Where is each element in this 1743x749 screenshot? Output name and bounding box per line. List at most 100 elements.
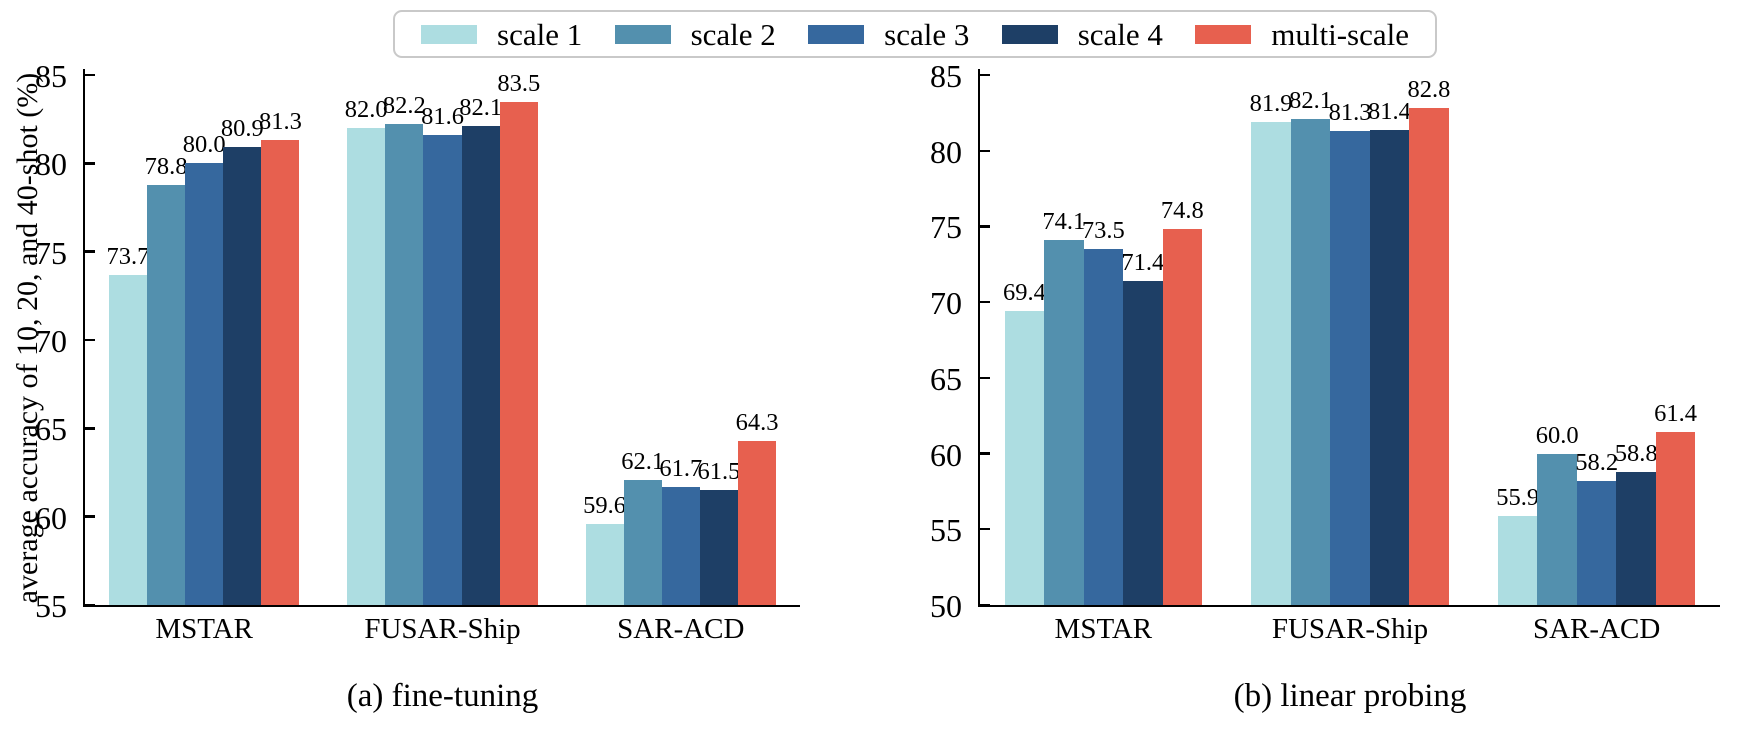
y-tick xyxy=(85,73,95,77)
bar-value-label: 71.4 xyxy=(1121,248,1165,276)
x-axis xyxy=(977,605,1720,608)
bar-scale-1-MSTAR xyxy=(108,274,147,605)
bar-scale-3-SAR-ACD xyxy=(661,486,700,605)
bar-value-label: 81.6 xyxy=(421,103,464,131)
bar-value-label: 78.8 xyxy=(144,152,188,180)
bar-scale-1-MSTAR xyxy=(1004,311,1045,605)
y-tick-label: 50 xyxy=(930,588,962,624)
y-tick-label: 70 xyxy=(930,285,962,322)
bar-value-label: 82.1 xyxy=(1289,86,1332,114)
bar-scale-2-SAR-ACD xyxy=(1537,453,1577,605)
bar-value-label: 73.5 xyxy=(1081,217,1125,245)
bar-multi-scale-SAR-ACD xyxy=(738,440,777,605)
bar-scale-1-FUSAR-Ship xyxy=(1251,121,1291,605)
bar-scale-3-SAR-ACD xyxy=(1576,480,1617,605)
y-tick xyxy=(85,603,95,607)
y-axis xyxy=(82,69,85,608)
y-axis xyxy=(977,69,980,608)
bar-value-label: 62.1 xyxy=(621,447,665,475)
y-tick-label: 55 xyxy=(35,588,67,624)
bar-value-label: 81.3 xyxy=(1328,99,1372,127)
y-tick xyxy=(980,300,990,304)
bar-value-label: 58.2 xyxy=(1575,448,1619,476)
y-tick xyxy=(980,225,990,228)
panel-caption: (a) fine-tuning xyxy=(346,678,539,714)
legend-swatch-icon xyxy=(421,24,477,44)
bar-value-label: 59.6 xyxy=(583,491,626,519)
bar-value-label: 58.8 xyxy=(1614,439,1658,467)
bar-scale-2-MSTAR xyxy=(146,184,186,605)
panel-caption: (b) linear probing xyxy=(1233,678,1467,714)
legend-swatch-icon xyxy=(614,24,671,44)
bar-value-label: 61.5 xyxy=(697,458,741,486)
legend-label: scale 4 xyxy=(1077,16,1163,52)
legend-item: scale 3 xyxy=(808,19,969,50)
bar-multi-scale-FUSAR-Ship xyxy=(1409,108,1449,605)
bar-value-label: 61.4 xyxy=(1654,400,1698,428)
bar-value-label: 81.9 xyxy=(1249,89,1293,117)
y-tick xyxy=(85,427,95,430)
bar-scale-4-FUSAR-Ship xyxy=(1369,129,1410,605)
y-tick-label: 55 xyxy=(930,512,962,549)
bar-scale-4-MSTAR xyxy=(223,147,262,605)
legend-label: scale 2 xyxy=(690,16,776,52)
bar-scale-2-MSTAR xyxy=(1044,240,1084,605)
bar-value-label: 74.8 xyxy=(1160,197,1204,225)
bar-scale-4-MSTAR xyxy=(1123,280,1163,605)
bar-value-label: 60.0 xyxy=(1535,421,1579,449)
bar-scale-4-FUSAR-Ship xyxy=(461,126,500,605)
bar-scale-2-SAR-ACD xyxy=(623,479,662,605)
bar-multi-scale-MSTAR xyxy=(1162,229,1202,605)
y-tick-label: 75 xyxy=(930,209,962,246)
x-tick-label: FUSAR-Ship xyxy=(364,613,521,645)
bar-multi-scale-SAR-ACD xyxy=(1655,432,1696,605)
bar-value-label: 82.1 xyxy=(459,94,503,122)
y-tick xyxy=(980,452,990,455)
bar-value-label: 83.5 xyxy=(497,69,541,97)
legend-label: scale 3 xyxy=(884,16,970,52)
legend-item: scale 2 xyxy=(614,16,776,52)
y-tick xyxy=(980,528,990,531)
chart-panel-a: 55 60 65 70 75 80 85 MSTAR 73.7 78.8 80.0 80.9 81.3 F… xyxy=(35,60,800,644)
bar-scale-2-FUSAR-Ship xyxy=(1290,118,1331,605)
x-tick-label: SAR-ACD xyxy=(617,613,745,645)
bar-value-label: 64.3 xyxy=(735,408,779,436)
bar-value-label: 61.7 xyxy=(659,454,703,482)
bar-multi-scale-MSTAR xyxy=(261,140,300,605)
bar-value-label: 74.1 xyxy=(1042,208,1086,236)
y-tick-label: 70 xyxy=(35,323,67,359)
y-tick-label: 65 xyxy=(35,411,67,448)
bar-value-label: 82.2 xyxy=(382,92,426,120)
bar-value-label: 73.7 xyxy=(106,242,150,270)
legend-swatch-icon xyxy=(1001,24,1058,44)
bar-value-label: 80.9 xyxy=(220,115,264,143)
y-tick-label: 65 xyxy=(930,360,962,397)
y-axis-title: average accuracy of 10, 20, and 40-shot … xyxy=(11,72,44,604)
legend-item: scale 4 xyxy=(1001,16,1163,52)
legend-item: scale 1 xyxy=(421,19,582,50)
y-tick-label: 85 xyxy=(35,58,67,94)
bar-scale-4-SAR-ACD xyxy=(1616,471,1656,605)
bar-scale-3-MSTAR xyxy=(1083,249,1124,605)
bar-scale-1-SAR-ACD xyxy=(1498,515,1538,605)
y-tick-label: 60 xyxy=(35,499,67,536)
x-tick-label: FUSAR-Ship xyxy=(1271,613,1429,645)
y-tick xyxy=(85,162,95,165)
legend-label: scale 1 xyxy=(497,16,583,52)
bar-value-label: 81.4 xyxy=(1368,97,1411,125)
legend: scale 1 scale 2 scale 3 scale 4 multi-scale xyxy=(393,10,1437,58)
bar-scale-1-FUSAR-Ship xyxy=(347,128,386,605)
x-tick-label: SAR-ACD xyxy=(1533,613,1661,645)
bar-value-label: 81.3 xyxy=(258,108,302,136)
bar-scale-3-MSTAR xyxy=(185,163,224,605)
bar-value-label: 80.0 xyxy=(182,131,226,159)
x-axis xyxy=(82,605,800,608)
y-tick xyxy=(85,515,95,518)
bar-scale-2-FUSAR-Ship xyxy=(385,124,424,605)
x-tick-label: MSTAR xyxy=(155,613,253,645)
y-tick-label: 85 xyxy=(930,58,962,94)
bar-scale-3-FUSAR-Ship xyxy=(423,135,462,605)
y-tick xyxy=(85,338,95,342)
bar-scale-4-SAR-ACD xyxy=(699,490,739,605)
